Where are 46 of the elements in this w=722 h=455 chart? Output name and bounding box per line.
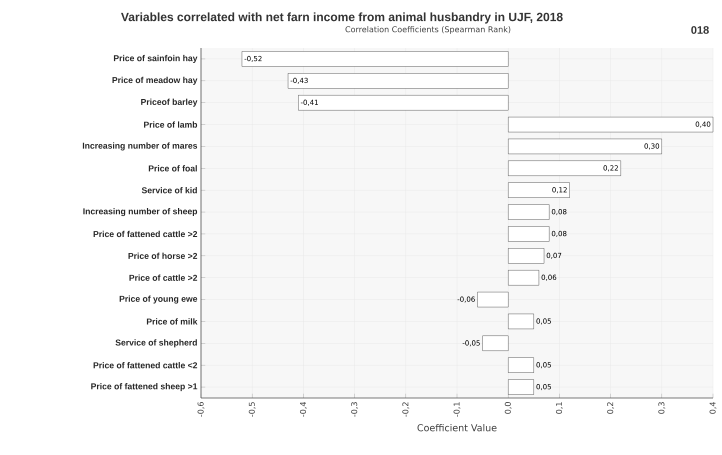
x-tick-label: -0,6 — [198, 402, 204, 417]
y-tick-label: Price of lamb — [144, 121, 198, 128]
bar — [508, 270, 540, 286]
x-tick-label: -0,1 — [454, 402, 460, 417]
bar — [477, 292, 508, 308]
bar — [508, 182, 570, 198]
bar — [508, 226, 550, 242]
y-tick-label: Price of fattened cattle >2 — [94, 230, 198, 238]
bar — [508, 160, 622, 176]
x-tick-label: 0,4 — [710, 402, 716, 414]
y-tick-label: Price of sainfoin hay — [114, 54, 198, 63]
y-tick-label: Service of shepherd — [116, 339, 197, 348]
bar — [508, 357, 534, 373]
y-tick-label: Price of fattened sheep >1 — [91, 383, 198, 392]
chart-title: Variables correlated with net farn income from animal husbandry in UJF, 2018 — [121, 12, 563, 24]
x-tick-label: -0,3 — [351, 402, 358, 417]
text: 018 — [691, 26, 709, 34]
y-tick-label: Priceof barley — [141, 98, 198, 107]
bar — [508, 314, 534, 330]
bar — [288, 73, 508, 89]
bar — [508, 204, 550, 220]
x-tick-label: -0,4 — [300, 402, 307, 417]
x-tick-label: -0,5 — [248, 402, 256, 417]
x-tick-label: -0,2 — [402, 402, 410, 417]
bar — [508, 248, 544, 264]
y-tick-label: Increasing number of mares — [82, 142, 198, 150]
y-tick-label: Price of milk — [146, 318, 198, 325]
y-tick-label: Price of foal — [148, 165, 197, 172]
x-tick-label: 0,1 — [556, 402, 563, 414]
bar — [242, 51, 508, 67]
bar — [508, 138, 662, 154]
x-tick-label: 0,2 — [607, 402, 614, 414]
x-tick-label: 0,3 — [658, 402, 666, 414]
x-tick-label: 0,0 — [504, 402, 512, 414]
y-tick-label: Price of fattened cattle <2 — [94, 362, 198, 368]
y-tick-label: Price of cattle >2 — [129, 274, 198, 281]
chart-subtitle: Correlation Coefficients (Spearman Rank) — [346, 26, 510, 34]
y-tick-label: Price of meadow hay — [112, 76, 198, 85]
bar — [482, 336, 508, 352]
y-tick-label: Service of kid — [142, 187, 197, 194]
y-tick-label: Increasing number of sheep — [83, 208, 198, 216]
y-tick-label: Price of horse >2 — [128, 252, 198, 259]
x-axis-title: Coefficient Value — [418, 424, 497, 432]
bar — [508, 379, 534, 395]
y-tick-label: Price of young ewe — [120, 296, 198, 304]
bar — [298, 94, 508, 110]
